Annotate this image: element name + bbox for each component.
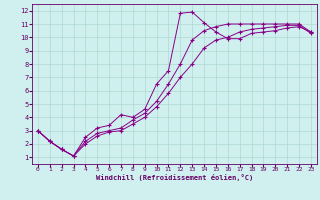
X-axis label: Windchill (Refroidissement éolien,°C): Windchill (Refroidissement éolien,°C): [96, 174, 253, 181]
